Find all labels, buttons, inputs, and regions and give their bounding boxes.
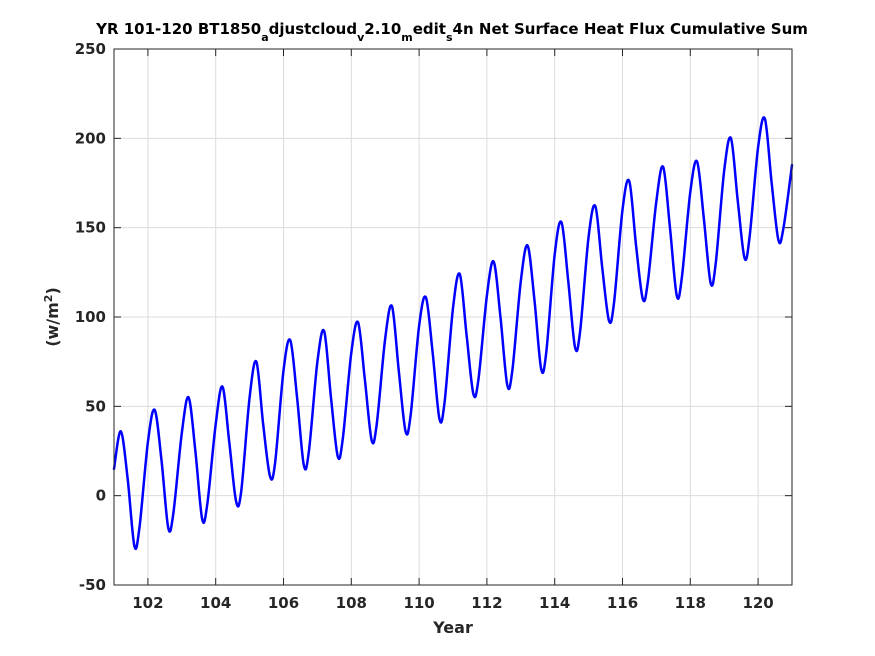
x-tick-label: 108 — [336, 594, 367, 612]
x-tick-label: 114 — [539, 594, 570, 612]
y-axis-label: (w/m2) — [42, 287, 63, 347]
x-tick-label: 120 — [742, 594, 773, 612]
y-tick-label: 100 — [75, 308, 106, 326]
x-tick-label: 110 — [403, 594, 434, 612]
y-tick-label: 250 — [75, 40, 106, 58]
chart-title: YR 101-120 BT1850adjustcloudv2.10medits4… — [95, 20, 808, 44]
series-line — [112, 116, 794, 551]
x-tick-label: 102 — [132, 594, 163, 612]
y-tick-label: 150 — [75, 219, 106, 237]
x-tick-label: 118 — [675, 594, 706, 612]
x-axis-label: Year — [432, 618, 473, 637]
y-tick-label: 0 — [96, 487, 106, 505]
x-tick-label: 112 — [471, 594, 502, 612]
y-tick-label: -50 — [79, 576, 106, 594]
y-tick-label: 50 — [85, 397, 106, 415]
x-tick-label: 116 — [607, 594, 638, 612]
tick-labels: 102 104 106 108 110 112 114 116 118 120 -50 0 50 100 1… — [75, 40, 774, 612]
x-tick-label: 106 — [268, 594, 299, 612]
y-tick-label: 200 — [75, 129, 106, 147]
x-tick-label: 104 — [200, 594, 231, 612]
ticks — [114, 48, 792, 586]
